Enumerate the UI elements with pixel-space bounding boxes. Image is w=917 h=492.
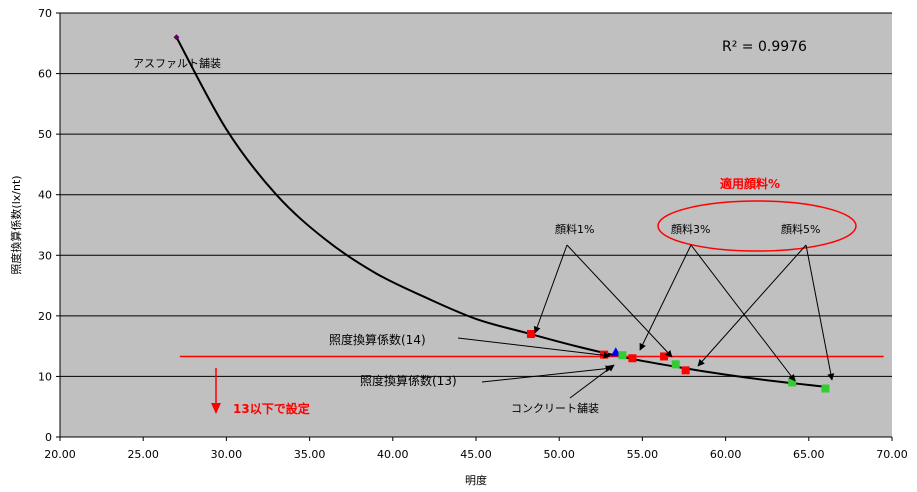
asphalt-label: アスファルト舗装 [133, 56, 221, 70]
x-tick-label: 30.00 [211, 448, 243, 461]
x-axis-ticks: 20.00 25.00 30.00 35.00 40.00 45.00 50.00 55.00… [44, 437, 908, 461]
x-tick-label: 50.00 [543, 448, 575, 461]
data-point [788, 378, 797, 387]
x-tick-label: 65.00 [793, 448, 825, 461]
data-point [173, 34, 180, 41]
applied-pigment-ellipse [657, 200, 857, 252]
arrow-coef14 [457, 337, 611, 359]
x-tick-label: 25.00 [127, 448, 159, 461]
arrow-concrete [569, 364, 615, 399]
x-tick-label: 45.00 [460, 448, 492, 461]
data-point [526, 330, 535, 339]
y-tick-label: 20 [38, 310, 52, 323]
arrow-pig3-b [690, 244, 796, 382]
arrow-coef13 [481, 365, 613, 383]
below-13-arrowhead [211, 403, 221, 414]
arrow-pig5-b [805, 244, 835, 381]
x-tick-label: 60.00 [710, 448, 742, 461]
y-tick-label: 0 [45, 431, 52, 444]
y-tick-label: 30 [38, 249, 52, 262]
coef13-label: 照度換算係数(13) [360, 373, 457, 388]
annotation-arrows [457, 244, 835, 399]
data-point [821, 384, 830, 393]
data-point [671, 360, 680, 369]
y-axis-label: 照度換算係数(lx/nt) [9, 175, 23, 274]
x-tick-label: 35.00 [294, 448, 326, 461]
data-point [618, 351, 627, 360]
grid-lines [60, 12, 892, 438]
below-13-label: 13以下で設定 [233, 401, 310, 416]
data-point [681, 366, 690, 375]
x-axis-label: 明度 [465, 473, 487, 487]
y-tick-label: 70 [38, 7, 52, 20]
r-squared-label: R² = 0.9976 [722, 39, 807, 55]
applied-pigment-label: 適用顔料% [720, 176, 780, 191]
arrow-pig1-a [533, 244, 568, 334]
coef14-label: 照度換算係数(14) [329, 332, 426, 347]
data-point [660, 352, 669, 361]
x-tick-label: 40.00 [377, 448, 409, 461]
pigment-5-label: 顔料5% [781, 222, 820, 236]
arrow-pig5-a [697, 244, 807, 367]
pigment-1-label: 顔料1% [555, 222, 594, 236]
x-tick-label: 20.00 [44, 448, 76, 461]
y-axis-ticks: 0 10 20 30 40 50 60 70 [38, 7, 60, 444]
trendline [175, 36, 826, 388]
data-point [610, 347, 621, 357]
plot-area [60, 13, 892, 437]
concrete-label: コンクリート舗装 [511, 401, 599, 415]
y-tick-label: 50 [38, 128, 52, 141]
pigment-3-label: 顔料3% [671, 222, 710, 236]
arrow-pig3-a [639, 244, 692, 351]
data-point [628, 354, 637, 363]
x-tick-label: 55.00 [627, 448, 659, 461]
y-tick-label: 60 [38, 68, 52, 81]
x-tick-label: 70.00 [876, 448, 908, 461]
y-tick-label: 40 [38, 189, 52, 202]
y-tick-label: 10 [38, 370, 52, 383]
arrow-pig1-b [566, 244, 673, 358]
